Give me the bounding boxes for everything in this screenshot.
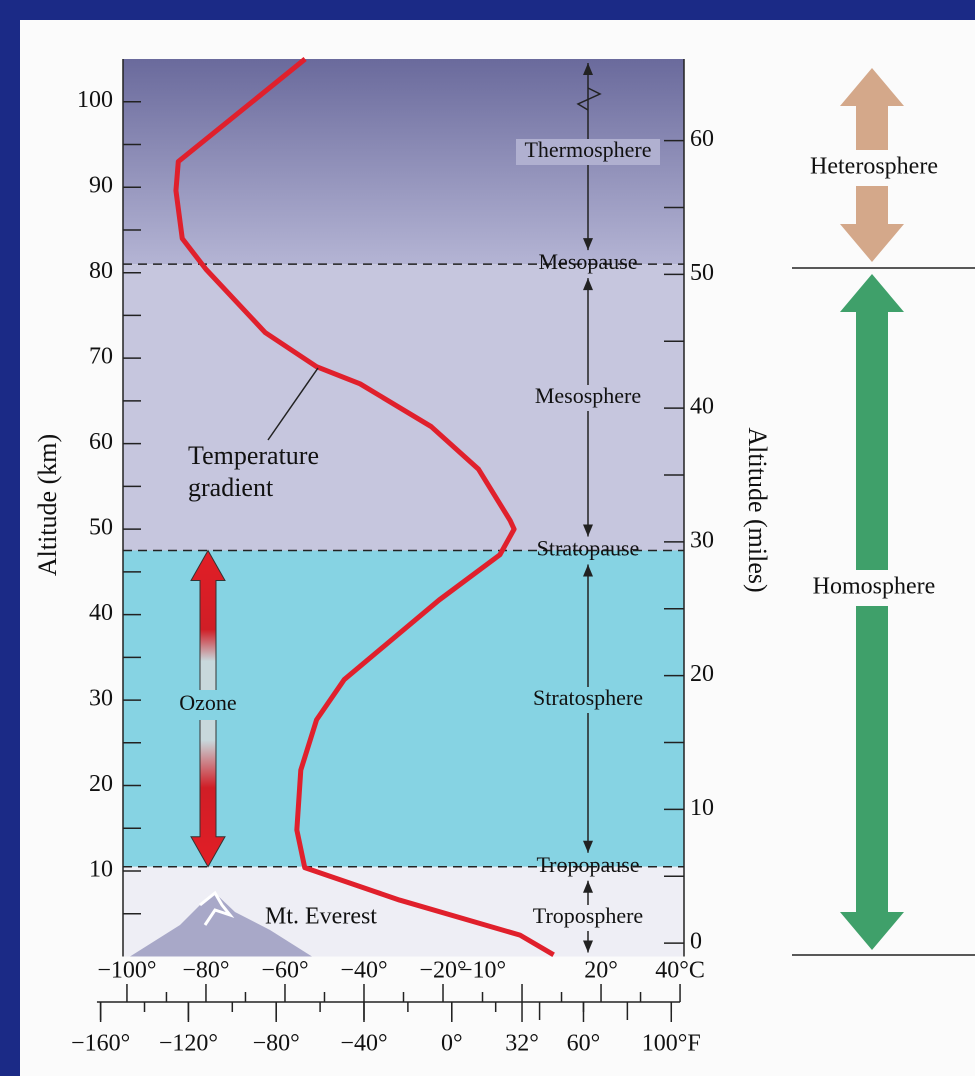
y-tick-label: 90	[89, 173, 113, 199]
y2-tick-label: 10	[690, 795, 714, 821]
x-tick-label: 20°	[584, 958, 618, 984]
chart: Mt. Everest 10 20 30 40 50 60 70 80 90 100 0 10 20 30 4…	[0, 0, 975, 1076]
f-tick-label: −120°	[159, 1031, 218, 1057]
figure: Mt. Everest 10 20 30 40 50 60 70 80 90 100 0 10 20 30 4…	[0, 0, 975, 1076]
f-tick-label: 0°	[441, 1031, 463, 1057]
y-tick-label: 100	[77, 87, 113, 113]
x-tick-label: 40°C	[655, 958, 705, 984]
page: Mt. Everest 10 20 30 40 50 60 70 80 90 100 0 10 20 30 4…	[0, 0, 975, 1076]
layer-label: Troposphere	[533, 903, 643, 928]
sphere-label: Homosphere	[813, 574, 936, 600]
y-tick-label: 50	[89, 515, 113, 541]
y2-tick-label: 50	[690, 260, 714, 286]
x-tick-label: −60°	[261, 958, 308, 984]
y-tick-label: 60	[89, 429, 113, 455]
y2-axis-title: Altitude (miles)	[743, 427, 772, 592]
f-tick-label: 60°	[567, 1031, 601, 1057]
boundary-label: Mesopause	[539, 249, 638, 274]
y2-tick-label: 40	[690, 394, 714, 420]
f-tick-label: 32°	[505, 1031, 539, 1057]
x-tick-label: −10°	[459, 958, 506, 984]
y-tick-label: 40	[89, 600, 113, 626]
sphere-label: Heterosphere	[810, 154, 938, 180]
layer-label: Thermosphere	[524, 137, 651, 162]
x-tick-label: −100°	[97, 958, 156, 984]
y-axis-title: Altitude (km)	[33, 434, 62, 576]
f-tick-label: −80°	[253, 1031, 300, 1057]
y2-tick-label: 60	[690, 126, 714, 152]
f-tick-label: 100°F	[642, 1031, 701, 1057]
everest-label: Mt. Everest	[265, 904, 377, 930]
boundary-label: Stratopause	[537, 536, 640, 561]
f-tick-label: −160°	[71, 1031, 130, 1057]
y-tick-label: 20	[89, 771, 113, 797]
boundary-label: Tropopause	[536, 852, 639, 877]
x-tick-label: −80°	[182, 958, 229, 984]
y-tick-label: 70	[89, 344, 113, 370]
y-tick-label: 10	[89, 857, 113, 883]
y-tick-label: 80	[89, 258, 113, 284]
f-tick-label: −40°	[340, 1031, 387, 1057]
y2-tick-label: 0	[690, 929, 702, 955]
y2-tick-label: 30	[690, 527, 714, 553]
layer-label: Mesosphere	[535, 383, 641, 408]
layer-label: Stratosphere	[533, 685, 643, 710]
y-tick-label: 30	[89, 686, 113, 712]
x-tick-label: −40°	[340, 958, 387, 984]
y2-tick-label: 20	[690, 661, 714, 687]
ozone-label: Ozone	[179, 690, 236, 715]
curve-label: Temperature gradient	[188, 440, 358, 504]
